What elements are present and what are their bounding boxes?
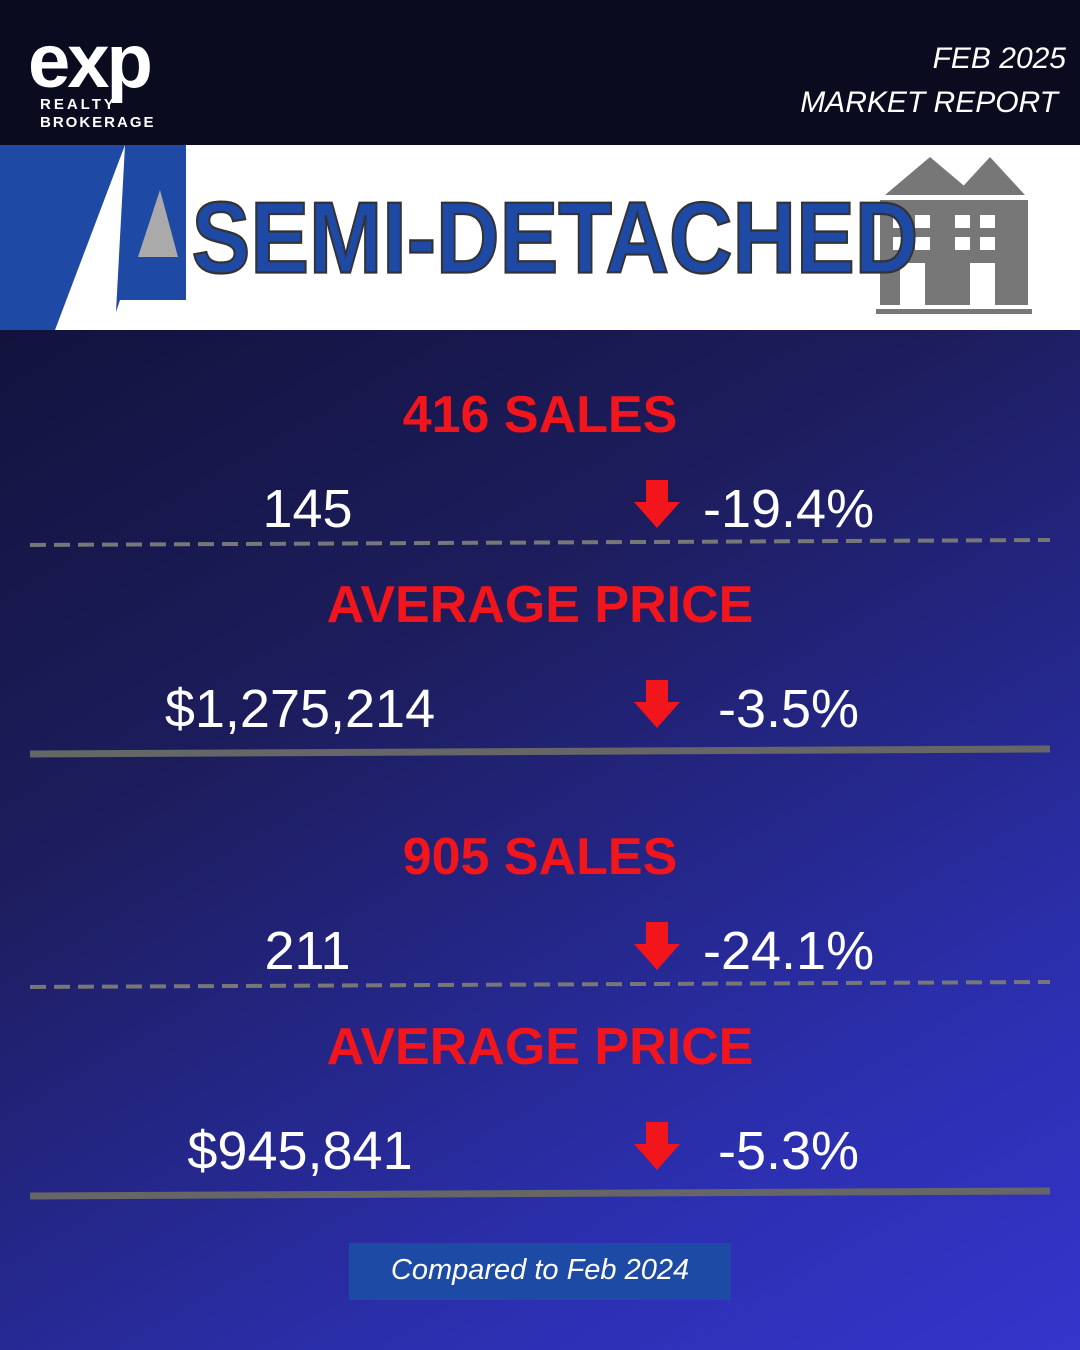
- logo-line2: BROKERAGE: [40, 114, 156, 131]
- top-bar: [0, 0, 1080, 145]
- price-value: $945,841: [187, 1121, 413, 1181]
- dashed-divider: [30, 538, 1051, 547]
- sales-value: 211: [264, 921, 351, 981]
- price-change: -3.5%: [718, 679, 860, 739]
- report-date: FEB 2025: [932, 42, 1066, 75]
- down-arrow: [634, 480, 680, 528]
- price-value: $1,275,214: [164, 679, 436, 739]
- section-title: 905 SALES: [402, 828, 678, 886]
- dashed-divider: [30, 980, 1051, 989]
- sales-value: 145: [262, 479, 353, 539]
- sales-change: -19.4%: [703, 479, 875, 539]
- price-title: AVERAGE PRICE: [326, 576, 754, 634]
- solid-divider: [30, 1187, 1051, 1200]
- down-arrow: [634, 1122, 680, 1170]
- footer-box: [349, 1243, 731, 1300]
- report-subtitle: MARKET REPORT: [800, 86, 1058, 119]
- logo-line1: REALTY: [40, 96, 117, 113]
- down-arrow: [634, 922, 680, 970]
- footer-note: Compared to Feb 2024: [390, 1254, 690, 1286]
- section-title: 416 SALES: [402, 386, 678, 444]
- banner-title: SEMI-DETACHED: [192, 182, 919, 295]
- down-arrow: [634, 680, 680, 728]
- price-title: AVERAGE PRICE: [326, 1018, 754, 1076]
- sales-change: -24.1%: [703, 921, 875, 981]
- solid-divider: [30, 745, 1051, 758]
- logo-mark: exp: [28, 19, 153, 104]
- price-change: -5.3%: [718, 1121, 860, 1181]
- banner: SEMI-DETACHED: [0, 145, 1080, 330]
